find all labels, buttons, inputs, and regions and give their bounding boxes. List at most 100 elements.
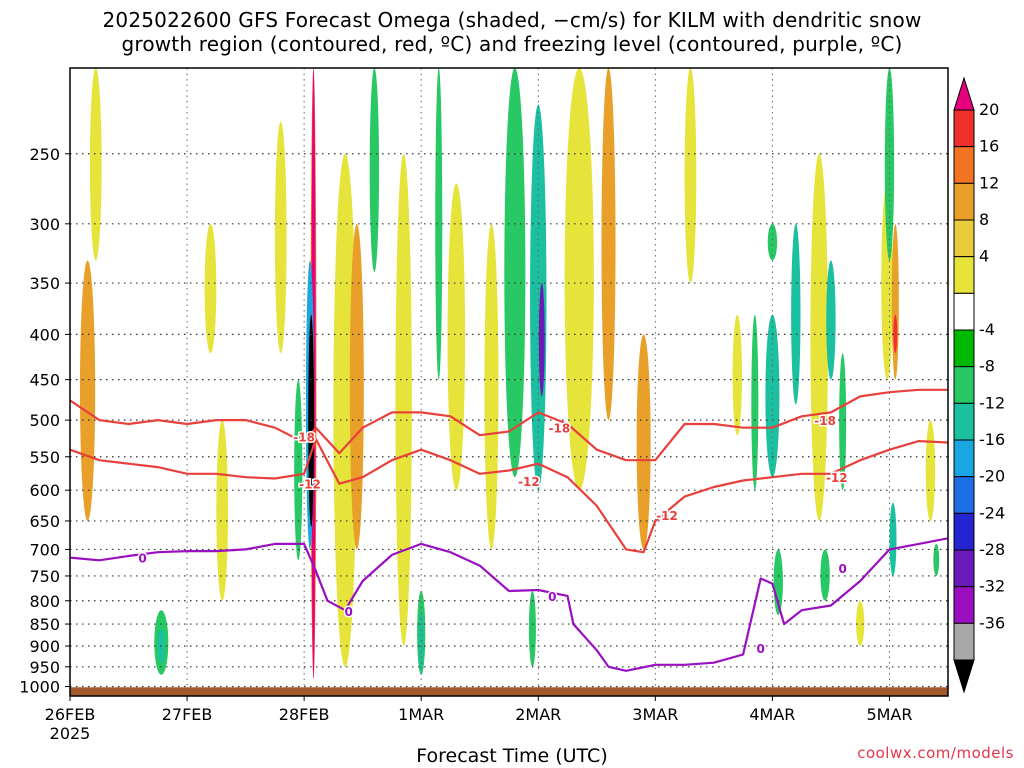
x-tick-label: 4MAR: [749, 705, 795, 724]
omega-cell: [274, 121, 287, 354]
colorbar-label: 12: [979, 173, 999, 192]
y-tick-label: 500: [29, 411, 60, 430]
colorbar-segment: [953, 366, 975, 404]
contour-label: 0: [138, 552, 146, 566]
colorbar-segment: [953, 549, 975, 588]
surface-band: [70, 687, 948, 696]
omega-cell: [79, 260, 96, 521]
contour-label: 0: [838, 562, 846, 576]
omega-cell: [820, 549, 830, 601]
omega-cell: [204, 223, 217, 354]
colorbar-label: 4: [979, 247, 989, 266]
omega-cell: [839, 353, 847, 491]
y-tick-label: 950: [29, 658, 60, 677]
x-tick-label: 5MAR: [866, 705, 912, 724]
y-tick-label: 1000: [19, 678, 60, 697]
y-tick-label: 850: [29, 615, 60, 634]
omega-cell: [308, 314, 315, 527]
omega-cell: [528, 591, 536, 667]
omega-cell: [447, 183, 466, 491]
omega-cell: [369, 68, 380, 272]
omega-cell: [893, 314, 898, 354]
contour-minus12: [70, 437, 948, 554]
omega-cell: [791, 223, 801, 405]
colorbar-cap-bottom: [953, 659, 975, 694]
colorbar-segment: [953, 622, 975, 661]
chart-title-line2: growth region (contoured, red, ºC) and f…: [121, 32, 903, 56]
y-tick-label: 550: [29, 448, 60, 467]
colorbar-segment: [953, 182, 975, 221]
contour-label: -12: [299, 478, 321, 492]
omega-cell: [216, 420, 229, 601]
omega-cell: [538, 283, 545, 397]
contour-label: -18: [293, 431, 315, 445]
plot-frame: [69, 67, 949, 697]
chart-title-line1: 2025022600 GFS Forecast Omega (shaded, −…: [102, 8, 922, 32]
y-tick-label: 300: [29, 215, 60, 234]
omega-cell: [684, 68, 697, 284]
colorbar-segment: [953, 329, 975, 368]
y-tick-label: 250: [29, 145, 60, 164]
omega-cell: [333, 153, 357, 667]
omega-cell: [891, 223, 899, 380]
colorbar-label: 8: [979, 210, 989, 229]
contour-label: 0: [548, 590, 556, 604]
y-tick-label: 900: [29, 637, 60, 656]
omega-cell: [767, 223, 778, 261]
colorbar-segment: [953, 292, 975, 331]
omega-cell: [884, 68, 895, 261]
colorbar-segment: [953, 512, 975, 551]
y-tick-label: 350: [29, 274, 60, 293]
colorbar-cap-top: [953, 76, 975, 111]
x-axis-label: Forecast Time (UTC): [416, 745, 608, 767]
omega-cell: [732, 314, 742, 436]
omega-cell: [89, 68, 102, 261]
y-tick-label: 600: [29, 481, 60, 500]
omega-cell: [765, 314, 780, 478]
colorbar-segment: [953, 476, 975, 514]
colorbar-label: -4: [979, 320, 995, 339]
colorbar-label: 20: [979, 100, 999, 119]
colorbar-label: -28: [979, 540, 1005, 559]
omega-cell: [435, 68, 443, 380]
contour-minus18: [70, 388, 948, 462]
omega-cell: [601, 68, 616, 421]
omega-cell: [933, 543, 940, 576]
colorbar-label: -20: [979, 467, 1005, 486]
colorbar-label: -36: [979, 613, 1005, 632]
colorbar-segment: [953, 439, 975, 478]
colorbar-label: -24: [979, 503, 1005, 522]
colorbar-segment: [953, 109, 975, 148]
y-tick-label: 750: [29, 567, 60, 586]
omega-cell: [925, 420, 936, 521]
colorbar-label: -16: [979, 430, 1005, 449]
contour-label: -12: [656, 509, 678, 523]
x-tick-label: 2MAR: [515, 705, 561, 724]
omega-cell: [636, 334, 651, 550]
contour-label: 0: [757, 642, 765, 656]
x-tick-label: 26FEB: [45, 705, 96, 724]
y-tick-label: 450: [29, 371, 60, 390]
colorbar-segment: [953, 146, 975, 184]
omega-cell: [484, 223, 499, 550]
contour-label: -18: [814, 414, 836, 428]
colorbar-segment: [953, 402, 975, 441]
colorbar-label: -12: [979, 393, 1005, 412]
credit-link[interactable]: coolwx.com/models: [857, 744, 1014, 762]
y-tick-label: 650: [29, 512, 60, 531]
x-tick-year: 2025: [50, 724, 91, 743]
colorbar-label: 16: [979, 137, 999, 156]
colorbar-segment: [953, 586, 975, 624]
y-tick-label: 400: [29, 325, 60, 344]
omega-cell: [294, 379, 303, 561]
omega-cell: [889, 502, 897, 576]
contour-label: -12: [518, 475, 540, 489]
omega-cell: [810, 153, 829, 521]
omega-cell: [856, 600, 865, 647]
contour-label: 0: [344, 605, 352, 619]
omega-cell: [564, 68, 594, 491]
x-tick-label: 27FEB: [162, 705, 213, 724]
y-tick-label: 800: [29, 592, 60, 611]
colorbar-label: -32: [979, 577, 1005, 596]
